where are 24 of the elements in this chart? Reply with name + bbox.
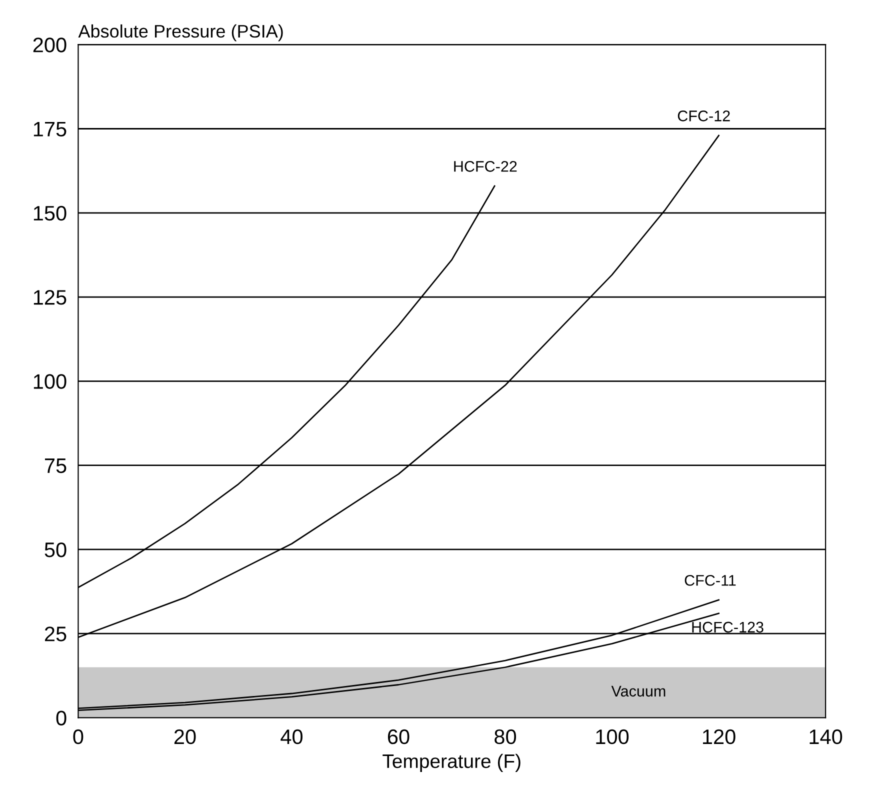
x-axis-title: Temperature (F) — [382, 754, 520, 772]
y-tick-label: 175 — [34, 122, 66, 136]
y-tick-label: 0 — [56, 710, 66, 726]
y-tick-label: 50 — [44, 542, 66, 558]
x-tick-label: 140 — [810, 729, 842, 744]
x-tick-label: 100 — [596, 729, 629, 744]
y-axis-title: Absolute Pressure (PSIA) — [78, 24, 283, 42]
series-label: HCFC-123 — [692, 622, 764, 633]
y-tick-label: 125 — [34, 290, 66, 305]
y-tick-label: 75 — [44, 458, 66, 474]
x-tick-label: 80 — [494, 729, 516, 744]
series-label: CFC-12 — [678, 110, 730, 122]
x-tick-label: 0 — [73, 729, 84, 744]
y-tick-label: 100 — [34, 374, 66, 389]
y-tick-label: 200 — [33, 38, 66, 52]
series-label: CFC-11 — [684, 574, 736, 586]
y-tick-label: 25 — [44, 626, 66, 642]
y-tick-label: 150 — [34, 206, 66, 221]
x-tick-label: 120 — [703, 729, 736, 744]
series-label: HCFC-22 — [454, 161, 517, 172]
x-tick-label: 20 — [174, 729, 196, 744]
x-tick-label: 60 — [388, 729, 410, 744]
band-label: Vacuum — [611, 686, 666, 697]
x-tick-label: 40 — [280, 729, 303, 744]
